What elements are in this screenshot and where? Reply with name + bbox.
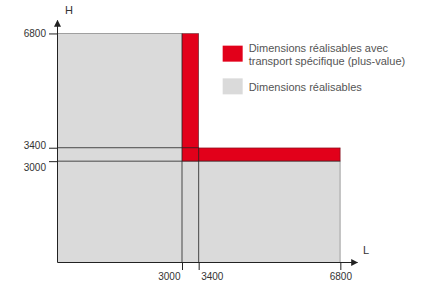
tick: 3400 [24,140,57,151]
tick-mark [49,161,57,162]
y-axis-title: H [65,4,73,16]
legend: Dimensions réalisables avectransport spé… [223,42,406,94]
tick-label: 3000 [158,271,181,282]
tick-mark [49,148,57,149]
legend-swatch [223,78,243,94]
tick: 6800 [330,262,353,282]
legend-label-line: transport spécifique (plus-value) [249,55,406,67]
tick-mark [49,33,57,34]
tick-mark [199,262,200,270]
y-axis: 3000 3400 6800 [24,21,58,263]
tick-mark [340,262,341,270]
grid-line [57,147,357,148]
legend-item: Dimensions réalisables avectransport spé… [223,42,406,67]
tick-mark [182,262,183,270]
region [182,33,199,161]
tick: 3000 [158,262,182,282]
tick-label: 3400 [24,140,47,151]
legend-item: Dimensions réalisables [223,78,363,94]
legend-label: Dimensions réalisables [249,81,363,93]
axis-line [58,262,358,263]
tick: 3400 [199,262,224,282]
tick-label: 6800 [24,28,47,39]
grid-line [182,20,183,262]
tick-label: 6800 [330,271,353,282]
tick: 6800 [24,28,57,39]
x-axis-title: L [363,244,369,256]
region [182,148,340,161]
legend-label-line: Dimensions réalisables avec [249,42,389,54]
legend-swatch [223,46,243,62]
tick: 3000 [24,162,57,173]
tick-label: 3400 [201,271,224,282]
legend-label-line: Dimensions réalisables [249,81,363,93]
grid-line [57,161,357,162]
grid-line [198,20,199,262]
chart: 3000 3400 6800 3000 3400 6800 L H Dimensions réa… [0,0,429,286]
grid-line [57,33,357,34]
legend-label: Dimensions réalisables avectransport spé… [249,42,406,67]
x-axis: 3000 3400 6800 [58,262,358,282]
tick-label: 3000 [24,162,47,173]
axis-line [57,21,58,263]
